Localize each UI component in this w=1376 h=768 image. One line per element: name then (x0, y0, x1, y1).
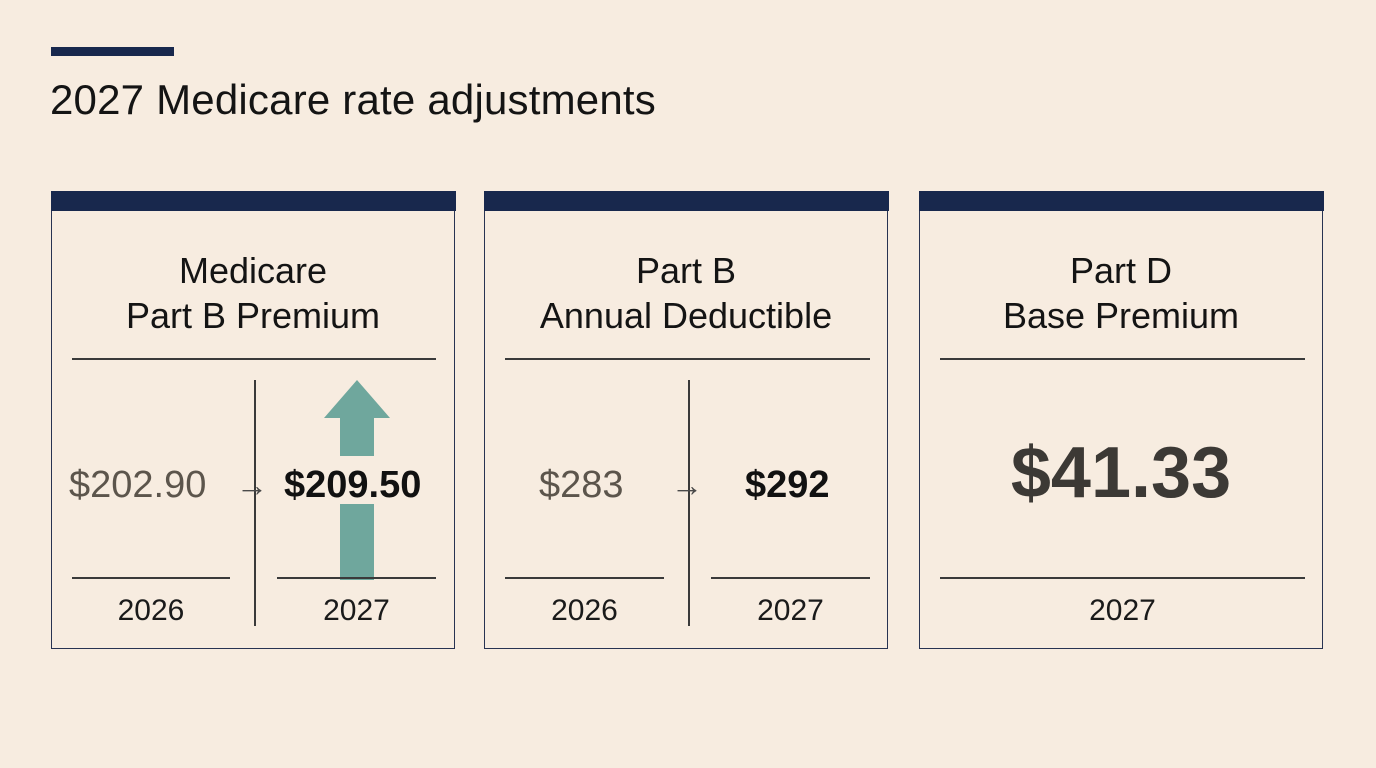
old-value: $202.90 (69, 464, 207, 506)
year-divider-right (711, 577, 870, 579)
card-part-b-premium: Medicare Part B Premium $202.90 → $209.5… (50, 190, 456, 649)
old-value: $283 (539, 464, 624, 506)
card-title-line2: Base Premium (1002, 295, 1240, 336)
year-divider-right (277, 577, 436, 579)
year-2027-label: 2027 (1089, 594, 1156, 627)
year-2026-label: 2026 (117, 594, 185, 627)
year-divider-left (505, 577, 664, 579)
arrow-right-icon: → (236, 467, 268, 503)
new-value: $209.50 (284, 464, 422, 506)
title-divider (505, 358, 870, 360)
card-header-bar (483, 190, 889, 211)
year-2027-label: 2027 (757, 594, 824, 627)
card-title: Medicare Part B Premium (52, 248, 454, 338)
card-part-b-deductible: Part B Annual Deductible $283 → $292 202… (483, 190, 889, 649)
title-divider (940, 358, 1305, 360)
card-header-bar (50, 190, 456, 211)
arrow-right-icon: → (671, 467, 703, 503)
premium-value: $41.33 (1010, 433, 1232, 513)
column-divider (254, 380, 256, 626)
year-2027-label: 2027 (323, 594, 390, 627)
card-header-bar (918, 190, 1324, 211)
card-title: Part B Annual Deductible (485, 248, 887, 338)
year-divider (940, 577, 1305, 579)
card-title-line1: Part B (635, 250, 737, 291)
card-part-d-premium: Part D Base Premium $41.33 2027 (918, 190, 1324, 649)
card-title-line2: Part B Premium (125, 295, 381, 336)
card-title: Part D Base Premium (920, 248, 1322, 338)
card-title-line1: Medicare (178, 250, 328, 291)
year-2026-label: 2026 (551, 594, 618, 627)
card-title-line2: Annual Deductible (539, 295, 833, 336)
year-divider-left (72, 577, 230, 579)
title-divider (72, 358, 436, 360)
page-title: 2027 Medicare rate adjustments (50, 76, 656, 123)
up-arrow-icon (324, 380, 390, 580)
title-accent-bar (51, 47, 174, 56)
card-title-line1: Part D (1069, 250, 1173, 291)
new-value: $292 (745, 464, 830, 506)
column-divider (688, 380, 690, 626)
